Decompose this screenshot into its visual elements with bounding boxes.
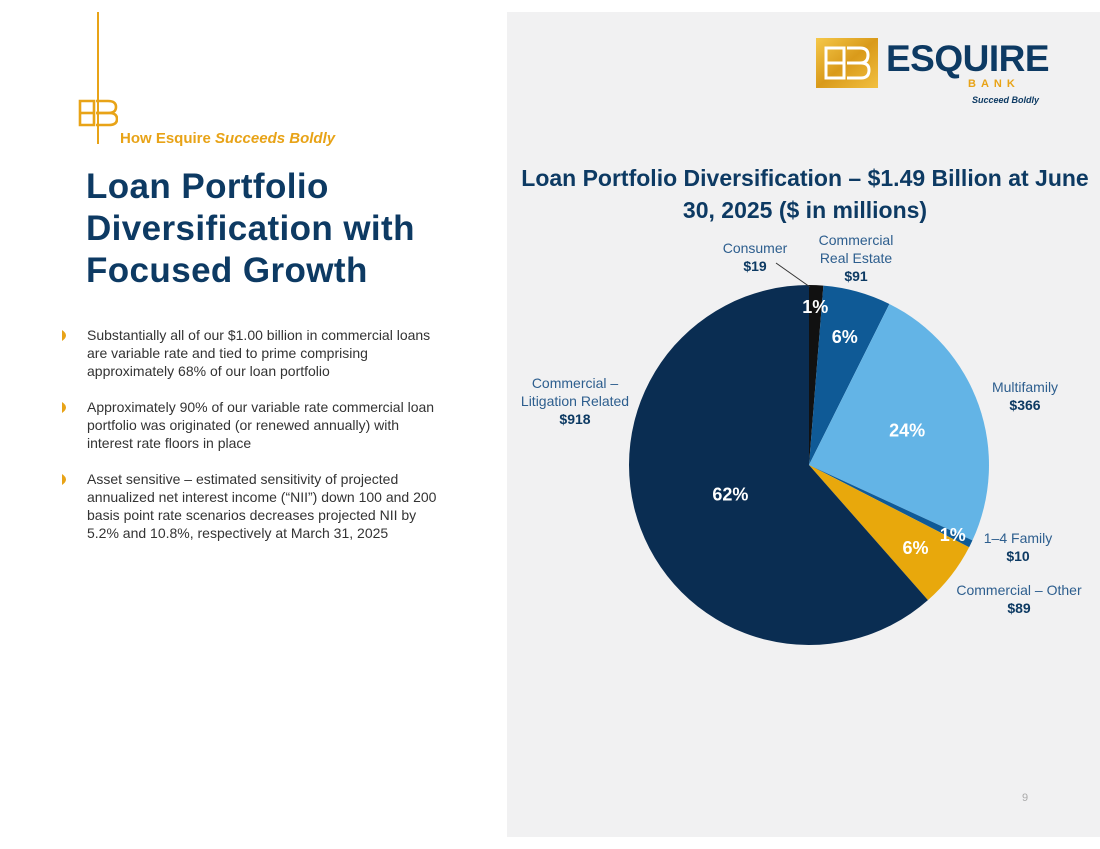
logo-tagline: Succeed Boldly [972, 95, 1040, 105]
label-1-4-family: 1–4 Family $10 [983, 530, 1053, 564]
bullet-text: Approximately 90% of our variable rate c… [87, 399, 435, 451]
chart-title: Loan Portfolio Diversification – $1.49 B… [521, 165, 1089, 223]
label-commercial-other: Commercial – Other $89 [956, 582, 1082, 616]
list-item: Substantially all of our $1.00 billion i… [62, 326, 442, 380]
label-multifamily: Multifamily $366 [991, 379, 1059, 413]
bullet-marker-icon [62, 330, 66, 341]
page-title: Loan Portfolio Diversification with Focu… [86, 167, 415, 290]
pct-label-commercial_other: 6% [902, 538, 928, 558]
pie-slice-commercial_real_estate [809, 285, 890, 465]
eb-monogram-icon [78, 99, 118, 127]
pct-label-consumer: 1% [802, 297, 828, 317]
label-consumer: Consumer $19 [722, 240, 788, 274]
list-item: Asset sensitive – estimated sensitivity … [62, 470, 442, 542]
label-litigation-related: Commercial – Litigation Related $918 [520, 375, 630, 427]
bullet-text: Substantially all of our $1.00 billion i… [87, 327, 431, 379]
logo-bank-text: BANK [968, 78, 1020, 90]
pie-slice-family_1_4 [809, 465, 973, 548]
list-item: Approximately 90% of our variable rate c… [62, 398, 442, 452]
pie-slice-consumer [809, 285, 824, 465]
consumer-leader-line [775, 262, 811, 288]
pie-slice-commercial_other [809, 465, 970, 601]
pie-slice-litigation [629, 285, 928, 645]
pie-slice-multifamily [809, 303, 989, 541]
logo-wordmark: ESQUIRE [886, 38, 1050, 79]
pct-label-litigation: 62% [712, 485, 748, 505]
esquire-logo-icon [816, 38, 878, 88]
bullet-list: Substantially all of our $1.00 billion i… [62, 326, 442, 560]
accent-vertical-line [97, 12, 99, 144]
pct-label-multifamily: 24% [889, 421, 925, 441]
bullet-marker-icon [62, 402, 66, 413]
pct-label-commercial_real_estate: 6% [832, 327, 858, 347]
tagline: How Esquire Succeeds Boldly [120, 130, 336, 147]
pct-label-family_1_4: 1% [940, 525, 966, 545]
label-commercial-real-estate: Commercial Real Estate $91 [818, 232, 894, 284]
bullet-text: Asset sensitive – estimated sensitivity … [87, 471, 437, 541]
page-number: 9 [1022, 792, 1029, 804]
bullet-marker-icon [62, 474, 66, 485]
